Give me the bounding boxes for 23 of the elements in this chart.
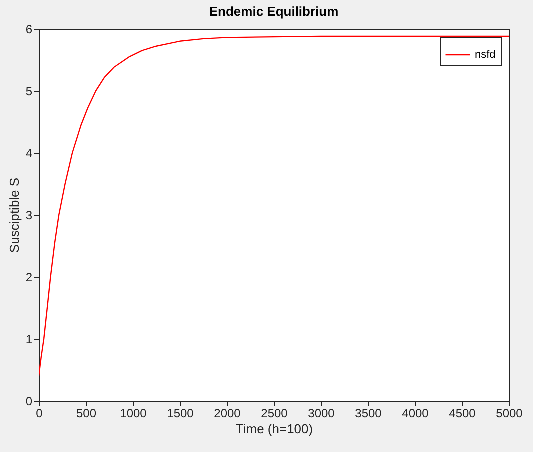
x-tick-label: 3500 [355,406,382,420]
chart-title: Endemic Equilibrium [209,4,339,19]
y-tick-label: 5 [26,84,33,98]
y-tick-label: 4 [26,146,33,160]
y-axis-title: Susciptible S [6,178,22,254]
x-tick-label: 4500 [449,406,476,420]
x-tick-label: 500 [76,406,97,420]
y-tick-label: 3 [26,208,33,222]
x-tick-label: 3000 [308,406,336,420]
y-tick-label: 0 [26,394,33,408]
x-tick-label: 2000 [214,406,242,420]
y-tick-label: 2 [26,270,33,284]
x-tick-label: 5000 [496,406,524,420]
x-axis-title: Time (h=100) [236,422,314,436]
x-tick-label: 2500 [261,406,288,420]
x-tick-label: 1000 [120,406,148,420]
y-tick-label: 6 [26,22,33,36]
x-tick-label: 1500 [167,406,194,420]
x-tick-label: 4000 [402,406,430,420]
y-tick-label: 1 [26,332,33,346]
x-tick-label: 0 [36,406,44,420]
legend-label: nsfd [475,49,496,61]
line-series [39,36,509,377]
